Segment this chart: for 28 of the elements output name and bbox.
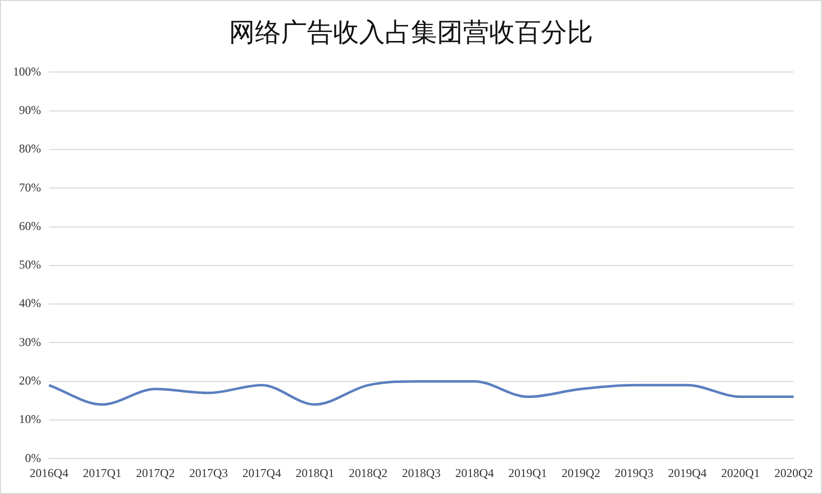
chart-title: 网络广告收入占集团营收百分比 bbox=[228, 17, 594, 50]
y-tick-label: 50% bbox=[18, 258, 41, 272]
y-tick-label: 100% bbox=[12, 64, 41, 78]
x-tick-label: 2017Q2 bbox=[136, 466, 175, 480]
x-tick-label: 2017Q4 bbox=[242, 466, 282, 480]
x-tick-label: 2019Q1 bbox=[508, 466, 548, 480]
x-tick-label: 2017Q3 bbox=[189, 466, 228, 480]
x-tick-label: 2017Q1 bbox=[82, 466, 122, 480]
y-tick-label: 40% bbox=[18, 296, 41, 310]
y-tick-label: 70% bbox=[18, 180, 41, 194]
x-tick-label: 2018Q4 bbox=[455, 466, 494, 480]
x-tick-label: 2016Q4 bbox=[30, 466, 68, 480]
y-tick-label: 90% bbox=[18, 102, 41, 117]
x-tick-label: 2018Q3 bbox=[402, 466, 441, 480]
x-tick-label: 2018Q1 bbox=[296, 466, 334, 480]
y-tick-label: 0% bbox=[24, 450, 41, 465]
y-tick-label: 10% bbox=[18, 412, 41, 426]
x-tick-label: 2019Q4 bbox=[668, 466, 707, 480]
x-tick-label: 2019Q2 bbox=[562, 466, 600, 480]
x-tick-label: 2019Q3 bbox=[614, 466, 654, 480]
x-tick-label: 2020Q2 bbox=[774, 466, 814, 480]
y-tick-label: 60% bbox=[18, 218, 41, 233]
x-tick-label: 2020Q1 bbox=[721, 466, 760, 480]
y-tick-label: 20% bbox=[18, 373, 41, 388]
y-tick-label: 80% bbox=[18, 142, 41, 156]
y-tick-label: 30% bbox=[18, 334, 41, 349]
line-series bbox=[48, 380, 795, 406]
x-tick-label: 2018Q2 bbox=[348, 466, 388, 480]
